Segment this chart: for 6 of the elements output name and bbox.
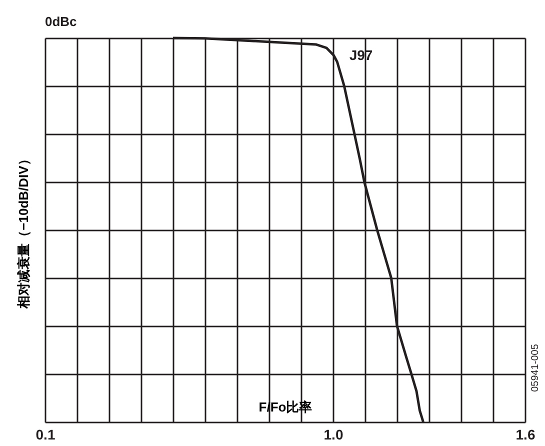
x-tick-label: 1.6: [516, 426, 536, 442]
x-tick-label: 1.0: [324, 426, 344, 442]
x-tick-label: 0.1: [36, 426, 56, 442]
y-axis-title: 相对减衰量（−10dB/DIV）: [16, 152, 31, 310]
text: 05941-005: [530, 344, 541, 392]
text: 0dBc: [45, 14, 77, 29]
